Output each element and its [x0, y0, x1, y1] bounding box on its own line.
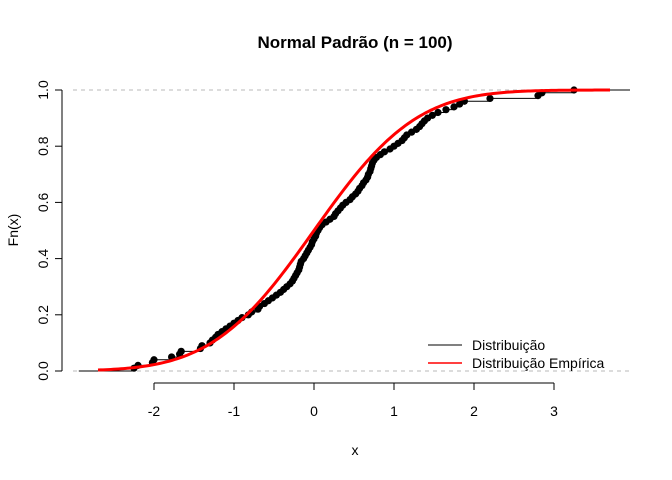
empirical-point: [486, 94, 494, 103]
legend-label-distribuicao-empirica: Distribuição Empírica: [472, 355, 604, 371]
empirical-point: [380, 148, 388, 156]
y-tick-label: 1.0: [35, 80, 51, 100]
y-tick-label: 0.0: [35, 361, 51, 381]
empirical-point: [150, 356, 158, 364]
x-tick-label: 1: [390, 403, 398, 419]
chart-title: Normal Padrão (n = 100): [257, 33, 452, 52]
legend-label-distribuicao: Distribuição: [472, 337, 545, 353]
y-tick-label: 0.6: [35, 192, 51, 212]
empirical-point: [450, 103, 458, 111]
legend: Distribuição Distribuição Empírica: [428, 337, 604, 371]
x-tick-label: 2: [470, 403, 478, 419]
normal-cdf-series: [97, 88, 610, 372]
plot-area: [73, 86, 633, 372]
y-axis-label: Fn(x): [5, 214, 21, 247]
normal-cdf-line: [97, 88, 610, 372]
empirical-point: [428, 111, 436, 119]
empirical-point: [177, 347, 185, 355]
x-tick-label: -2: [148, 403, 161, 419]
x-axis-label: x: [352, 442, 359, 458]
x-axis: -2 -1 0 1 2 3: [148, 382, 558, 419]
empirical-points: [130, 86, 578, 372]
empirical-step-series: [78, 89, 630, 372]
empirical-point: [434, 108, 442, 117]
y-tick-label: 0.8: [35, 136, 51, 156]
y-tick-label: 0.4: [35, 249, 51, 269]
x-tick-label: -1: [228, 403, 241, 419]
empirical-point: [442, 106, 450, 114]
y-tick-label: 0.2: [35, 305, 51, 325]
empirical-step-line: [78, 89, 630, 372]
y-axis: 0.0 0.2 0.4 0.6 0.8 1.0: [35, 80, 63, 381]
x-tick-label: 0: [310, 403, 318, 419]
x-tick-label: 3: [550, 403, 558, 419]
